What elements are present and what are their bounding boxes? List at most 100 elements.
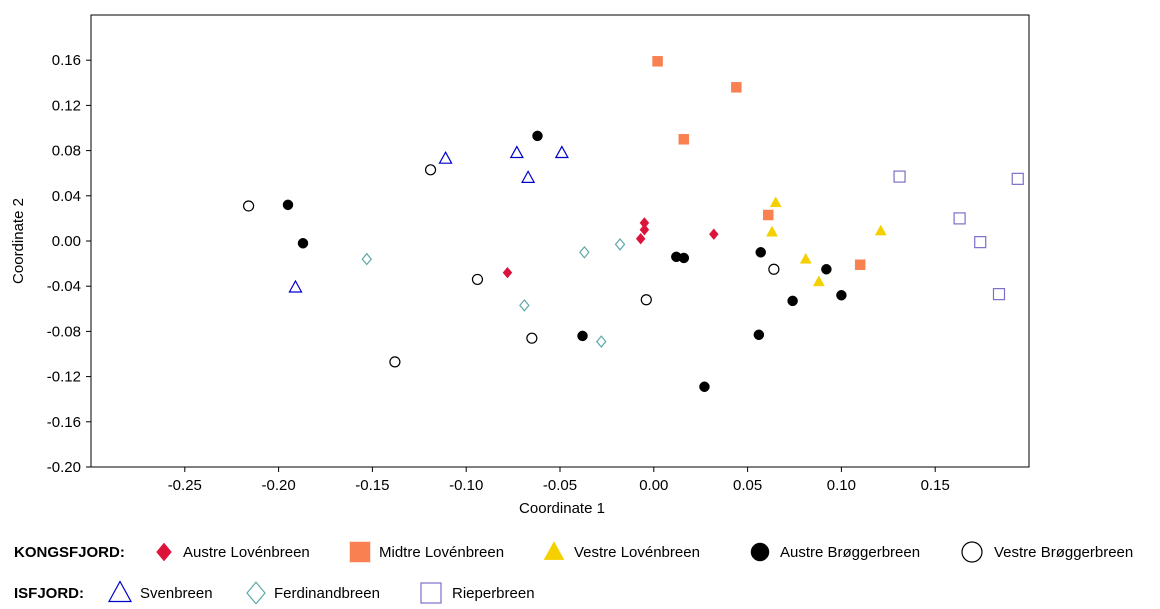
legend-marker (961, 541, 983, 563)
series-midtre-lov-nbreen (652, 56, 866, 270)
data-point (709, 228, 719, 241)
series-austre-br-ggerbreen (282, 130, 847, 393)
legend-marker (349, 541, 371, 563)
x-tick-label: 0.10 (827, 477, 856, 494)
legend-label: Rieperbreen (452, 585, 535, 602)
y-axis: -0.20 -0.16 -0.12 -0.08 -0.04 0.00 0.04 0.08 0.1… (47, 52, 91, 476)
x-tick-label: -0.15 (355, 477, 389, 494)
data-point (424, 164, 437, 176)
x-tick-label: 0.15 (921, 477, 950, 494)
data-point (753, 329, 765, 341)
y-tick-label: -0.12 (47, 369, 81, 386)
data-point (361, 252, 373, 266)
legend-marker (750, 542, 770, 562)
y-tick-label: 0.08 (52, 143, 81, 160)
series-vestre-lov-nbreen (766, 196, 887, 287)
y-tick-label: -0.16 (47, 414, 81, 431)
data-point (288, 279, 303, 293)
legend-marker (420, 582, 442, 604)
data-point (519, 299, 530, 312)
data-point (678, 252, 690, 264)
series-austre-lov-nbreen (502, 217, 719, 279)
data-point (1011, 172, 1024, 185)
series-ferdinandbreen (361, 238, 626, 348)
series-svenbreen (288, 145, 569, 293)
legend-group-label: ISFJORD: (14, 585, 84, 602)
data-point (282, 199, 294, 211)
data-point (639, 223, 650, 236)
data-point (974, 236, 987, 249)
y-tick-label: 0.16 (52, 52, 81, 69)
legend-marker (246, 581, 266, 605)
legend-label: Midtre Lovénbreen (379, 544, 504, 561)
data-points (242, 56, 1024, 393)
data-point (532, 130, 543, 142)
data-point (836, 289, 847, 301)
data-point (389, 356, 401, 368)
x-axis-title: Coordinate 1 (519, 500, 605, 517)
legend-marker (107, 580, 133, 603)
y-tick-label: -0.20 (47, 459, 81, 476)
y-tick-label: -0.04 (47, 278, 81, 295)
data-point (768, 263, 780, 275)
data-point (614, 238, 626, 251)
y-tick-label: 0.12 (52, 97, 81, 114)
data-point (821, 264, 832, 275)
data-point (635, 232, 646, 245)
y-axis-title: Coordinate 2 (10, 198, 27, 284)
data-point (509, 145, 524, 159)
legend-marker (156, 542, 172, 562)
plot-area-frame (90, 14, 1030, 468)
data-point (678, 134, 690, 145)
data-point (579, 245, 590, 259)
data-point (502, 266, 513, 279)
data-point (992, 288, 1006, 301)
legend-group-label: KONGSFJORD: (14, 544, 125, 561)
data-point (766, 225, 778, 237)
y-tick-label: 0.04 (52, 188, 81, 205)
legend-label: Vestre Brøggerbreen (994, 544, 1133, 561)
data-point (854, 259, 866, 270)
data-point (769, 196, 782, 208)
x-tick-label: -0.25 (168, 477, 202, 494)
x-tick-label: -0.10 (449, 477, 483, 494)
data-point (554, 145, 569, 159)
legend-marker (543, 541, 565, 560)
data-point (787, 295, 798, 307)
data-point (242, 200, 255, 212)
data-point (755, 247, 766, 258)
x-tick-label: 0.05 (733, 477, 762, 494)
x-tick-label: -0.20 (261, 477, 295, 494)
legend-label: Ferdinandbreen (274, 585, 380, 602)
legend-label: Vestre Lovénbreen (574, 544, 700, 561)
legend-label: Svenbreen (140, 585, 213, 602)
data-point (731, 82, 742, 93)
legend-label: Austre Brøggerbreen (780, 544, 920, 561)
data-point (471, 273, 484, 286)
series-vestre-br-ggerbreen (242, 164, 780, 368)
data-point (699, 381, 710, 393)
data-point (577, 330, 588, 342)
data-point (874, 224, 887, 236)
data-point (595, 335, 607, 348)
data-point (652, 56, 663, 67)
data-point (893, 170, 906, 183)
y-tick-label: -0.08 (47, 323, 81, 340)
x-axis: -0.25 -0.20 -0.15 -0.10 -0.05 0.00 0.05 0.10 0.1… (168, 467, 950, 494)
data-point (953, 212, 966, 225)
data-point (812, 275, 825, 287)
data-point (521, 170, 536, 183)
x-tick-label: -0.05 (543, 477, 577, 494)
data-point (438, 150, 453, 164)
data-point (762, 209, 774, 221)
y-tick-label: 0.00 (52, 233, 81, 250)
data-point (640, 294, 652, 306)
legend-label: Austre Lovénbreen (183, 544, 310, 561)
series-rieperbreen (893, 170, 1024, 301)
data-point (799, 252, 812, 264)
data-point (297, 238, 309, 249)
legend: KONGSFJORD: Austre Lovénbreen Midtre Lovén… (14, 541, 1133, 605)
data-point (526, 332, 538, 344)
